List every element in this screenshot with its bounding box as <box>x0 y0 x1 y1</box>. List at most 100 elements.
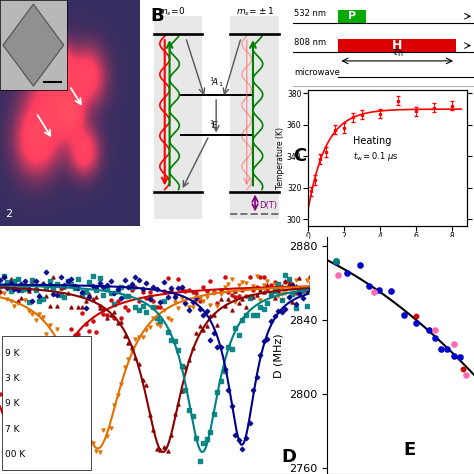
Point <box>267 281 275 289</box>
Point <box>425 326 432 333</box>
Point <box>431 326 439 334</box>
Point <box>50 273 57 281</box>
Point <box>92 447 100 455</box>
Point <box>82 304 90 311</box>
Point <box>0 391 4 398</box>
Point <box>189 298 196 306</box>
Point <box>125 283 132 291</box>
Point <box>64 278 72 285</box>
Point <box>238 316 246 323</box>
Point <box>228 307 236 314</box>
Point <box>167 287 175 295</box>
Point <box>32 316 39 323</box>
Point <box>271 278 278 286</box>
Point <box>89 439 97 447</box>
Point <box>313 291 321 298</box>
Point <box>18 439 25 447</box>
Text: P: P <box>348 11 356 21</box>
Point <box>60 346 68 354</box>
Point <box>249 286 257 294</box>
Point <box>67 275 75 283</box>
Point <box>260 273 268 281</box>
Point <box>142 294 150 302</box>
Point <box>256 273 264 281</box>
Point <box>246 292 254 300</box>
Point <box>146 289 154 296</box>
Point <box>235 331 243 338</box>
Point <box>344 269 351 277</box>
Point <box>53 280 61 288</box>
Point <box>43 292 50 300</box>
Point <box>110 300 118 308</box>
Point <box>64 278 72 285</box>
Point <box>200 440 207 447</box>
Point <box>0 282 4 289</box>
Point <box>292 304 300 311</box>
Point <box>96 302 104 310</box>
Point <box>39 279 46 286</box>
Point <box>153 315 161 322</box>
Point <box>171 293 179 301</box>
Point <box>78 303 86 310</box>
Point <box>282 271 289 279</box>
Text: microwave: microwave <box>294 68 340 77</box>
Point <box>21 285 29 293</box>
Point <box>207 301 214 309</box>
Point <box>256 303 264 311</box>
Point <box>431 334 439 342</box>
Point <box>100 283 107 291</box>
Point <box>10 302 18 310</box>
Point <box>196 297 203 304</box>
Bar <box>154 16 202 219</box>
Text: H: H <box>392 39 402 52</box>
Point <box>57 284 64 292</box>
Point <box>7 297 15 305</box>
Point <box>135 297 143 305</box>
Point <box>365 282 373 290</box>
Point <box>14 300 22 307</box>
Point <box>32 422 39 429</box>
Point <box>110 289 118 297</box>
Point <box>182 300 189 308</box>
Point <box>64 353 72 361</box>
Point <box>306 282 314 290</box>
Point <box>71 380 79 387</box>
Point <box>96 448 104 456</box>
Point <box>249 283 257 290</box>
Point <box>289 290 296 297</box>
Point <box>253 311 261 319</box>
Point <box>214 343 221 351</box>
Point <box>303 288 310 296</box>
Point <box>260 305 268 312</box>
Point <box>185 303 193 311</box>
Point <box>82 429 90 437</box>
Point <box>238 287 246 294</box>
Text: $\tau_{\rm h}$: $\tau_{\rm h}$ <box>391 47 404 59</box>
Point <box>164 274 172 282</box>
Point <box>46 282 54 289</box>
Point <box>100 426 107 434</box>
Point <box>278 290 285 297</box>
Point <box>313 308 321 315</box>
Point <box>107 289 114 297</box>
Point <box>10 283 18 291</box>
Point <box>296 288 303 295</box>
Point <box>64 363 72 371</box>
Point <box>444 346 451 353</box>
Point <box>92 283 100 291</box>
Point <box>74 275 82 283</box>
Point <box>267 318 275 325</box>
Point <box>242 279 250 287</box>
Text: $m_s\!=\!0$: $m_s\!=\!0$ <box>158 6 185 18</box>
Point <box>438 345 445 353</box>
Point <box>253 292 261 299</box>
Bar <box>338 39 456 52</box>
Point <box>156 303 164 311</box>
Point <box>67 281 75 288</box>
Point <box>57 291 64 299</box>
Point <box>3 295 11 303</box>
Point <box>310 292 318 300</box>
Point <box>278 308 285 316</box>
Point <box>10 278 18 285</box>
Point <box>207 337 214 344</box>
